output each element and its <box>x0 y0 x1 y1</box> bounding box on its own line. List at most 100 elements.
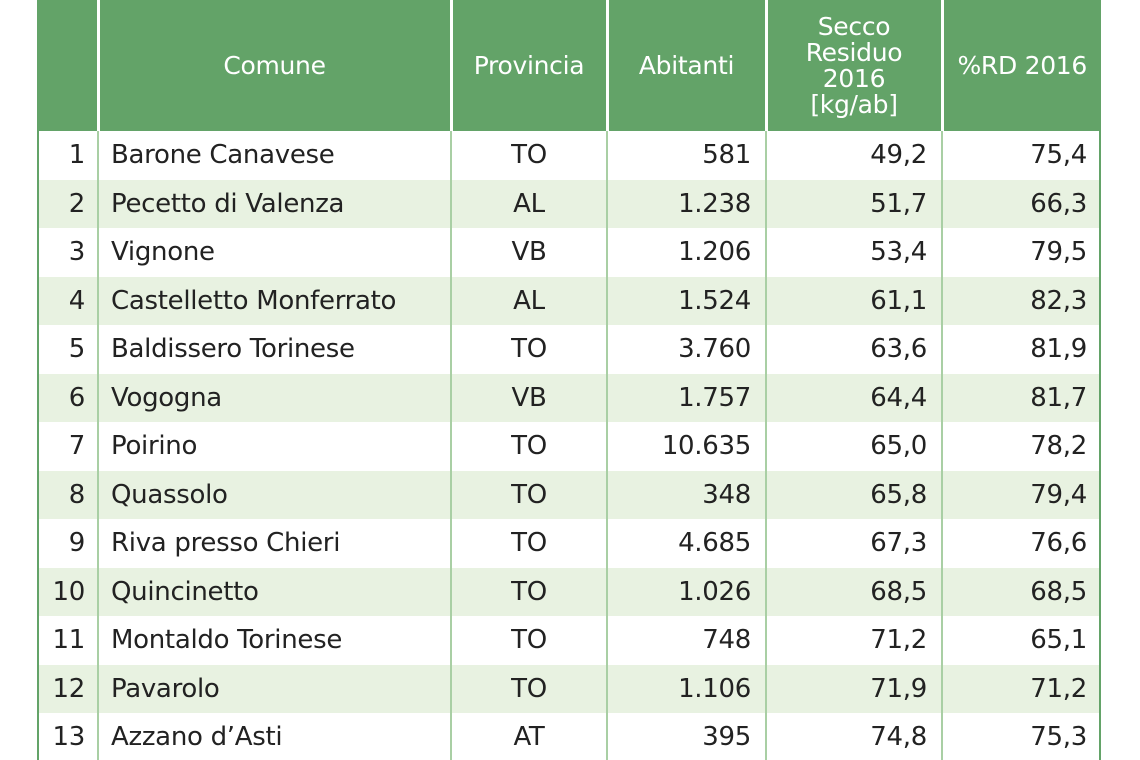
table-row: 1 Barone Canavese TO 581 49,2 75,4 <box>39 131 1101 180</box>
cell-secco-residuo: 51,7 <box>765 179 942 228</box>
cell-rank: 4 <box>39 276 98 325</box>
header-abitanti: Abitanti <box>605 0 766 131</box>
cell-rd-2016: 78,2 <box>941 422 1101 471</box>
cell-rank: 3 <box>39 228 98 277</box>
cell-rank: 2 <box>39 179 98 228</box>
cell-rank: 13 <box>39 713 98 760</box>
cell-rank: 6 <box>39 373 98 422</box>
cell-abitanti: 1.524 <box>606 276 766 325</box>
table-row: 11 Montaldo Torinese TO 748 71,2 65,1 <box>39 616 1101 665</box>
cell-provincia: TO <box>450 131 607 180</box>
table-row: 8 Quassolo TO 348 65,8 79,4 <box>39 470 1101 519</box>
table-row: 6 Vogogna VB 1.757 64,4 81,7 <box>39 373 1101 422</box>
cell-secco-residuo: 65,0 <box>765 422 942 471</box>
cell-rd-2016: 65,1 <box>941 616 1101 665</box>
cell-rd-2016: 81,9 <box>941 325 1101 374</box>
cell-rank: 1 <box>39 131 98 180</box>
cell-secco-residuo: 64,4 <box>765 373 942 422</box>
cell-comune: Quincinetto <box>97 567 451 616</box>
cell-comune: Montaldo Torinese <box>97 616 451 665</box>
cell-comune: Vogogna <box>97 373 451 422</box>
cell-abitanti: 1.238 <box>606 179 766 228</box>
cell-abitanti: 10.635 <box>606 422 766 471</box>
cell-rank: 7 <box>39 422 98 471</box>
cell-rd-2016: 66,3 <box>941 179 1101 228</box>
table-body: 1 Barone Canavese TO 581 49,2 75,4 2 Pecetto di… <box>39 131 1101 760</box>
cell-rd-2016: 71,2 <box>941 664 1101 713</box>
cell-rank: 10 <box>39 567 98 616</box>
cell-rank: 9 <box>39 519 98 568</box>
cell-comune: Pecetto di Valenza <box>97 179 451 228</box>
ranking-table-container: Comune Provincia Abitanti Secco Residuo … <box>39 0 1101 760</box>
table-row: 3 Vignone VB 1.206 53,4 79,5 <box>39 228 1101 277</box>
header-secco-line: [kg/ab] <box>810 89 898 119</box>
header-secco-line: Residuo <box>805 37 903 67</box>
header-row: Comune Provincia Abitanti Secco Residuo … <box>39 0 1101 131</box>
cell-rank: 5 <box>39 325 98 374</box>
table-row: 5 Baldissero Torinese TO 3.760 63,6 81,9 <box>39 325 1101 374</box>
cell-rank: 11 <box>39 616 98 665</box>
table-row: 12 Pavarolo TO 1.106 71,9 71,2 <box>39 664 1101 713</box>
header-rd-2016: %RD 2016 <box>940 0 1101 131</box>
cell-comune: Castelletto Monferrato <box>97 276 451 325</box>
table-row: 7 Poirino TO 10.635 65,0 78,2 <box>39 422 1101 471</box>
table-row: 13 Azzano d’Asti AT 395 74,8 75,3 <box>39 713 1101 760</box>
cell-abitanti: 3.760 <box>606 325 766 374</box>
cell-abitanti: 1.026 <box>606 567 766 616</box>
cell-secco-residuo: 61,1 <box>765 276 942 325</box>
cell-comune: Vignone <box>97 228 451 277</box>
cell-rank: 12 <box>39 664 98 713</box>
cell-comune: Quassolo <box>97 470 451 519</box>
cell-abitanti: 581 <box>606 131 766 180</box>
table-row: 10 Quincinetto TO 1.026 68,5 68,5 <box>39 567 1101 616</box>
cell-rd-2016: 75,3 <box>941 713 1101 760</box>
comuni-ranking-table: Comune Provincia Abitanti Secco Residuo … <box>39 0 1101 760</box>
cell-comune: Pavarolo <box>97 664 451 713</box>
table-row: 2 Pecetto di Valenza AL 1.238 51,7 66,3 <box>39 179 1101 228</box>
cell-provincia: AT <box>450 713 607 760</box>
cell-comune: Poirino <box>97 422 451 471</box>
cell-provincia: TO <box>450 325 607 374</box>
cell-provincia: TO <box>450 422 607 471</box>
cell-rd-2016: 79,5 <box>941 228 1101 277</box>
cell-rank: 8 <box>39 470 98 519</box>
cell-abitanti: 1.757 <box>606 373 766 422</box>
cell-comune: Baldissero Torinese <box>97 325 451 374</box>
cell-provincia: AL <box>450 276 607 325</box>
cell-provincia: TO <box>450 616 607 665</box>
cell-secco-residuo: 68,5 <box>765 567 942 616</box>
cell-rd-2016: 82,3 <box>941 276 1101 325</box>
header-comune: Comune <box>96 0 451 131</box>
cell-rd-2016: 79,4 <box>941 470 1101 519</box>
cell-secco-residuo: 71,9 <box>765 664 942 713</box>
cell-comune: Azzano d’Asti <box>97 713 451 760</box>
header-secco-line: Secco <box>817 11 891 41</box>
cell-abitanti: 395 <box>606 713 766 760</box>
cell-comune: Riva presso Chieri <box>97 519 451 568</box>
cell-secco-residuo: 63,6 <box>765 325 942 374</box>
cell-rd-2016: 76,6 <box>941 519 1101 568</box>
cell-abitanti: 4.685 <box>606 519 766 568</box>
header-index <box>39 0 98 131</box>
cell-abitanti: 348 <box>606 470 766 519</box>
cell-secco-residuo: 71,2 <box>765 616 942 665</box>
cell-secco-residuo: 53,4 <box>765 228 942 277</box>
cell-provincia: VB <box>450 228 607 277</box>
header-secco-line: 2016 <box>822 63 886 93</box>
header-provincia: Provincia <box>449 0 607 131</box>
cell-comune: Barone Canavese <box>97 131 451 180</box>
cell-abitanti: 748 <box>606 616 766 665</box>
cell-provincia: TO <box>450 567 607 616</box>
cell-abitanti: 1.206 <box>606 228 766 277</box>
cell-secco-residuo: 49,2 <box>765 131 942 180</box>
cell-provincia: TO <box>450 519 607 568</box>
cell-rd-2016: 68,5 <box>941 567 1101 616</box>
header-secco-residuo: Secco Residuo 2016 [kg/ab] <box>764 0 942 131</box>
cell-rd-2016: 81,7 <box>941 373 1101 422</box>
cell-secco-residuo: 65,8 <box>765 470 942 519</box>
cell-abitanti: 1.106 <box>606 664 766 713</box>
cell-provincia: AL <box>450 179 607 228</box>
cell-provincia: TO <box>450 470 607 519</box>
cell-secco-residuo: 74,8 <box>765 713 942 760</box>
table-row: 4 Castelletto Monferrato AL 1.524 61,1 82,3 <box>39 276 1101 325</box>
